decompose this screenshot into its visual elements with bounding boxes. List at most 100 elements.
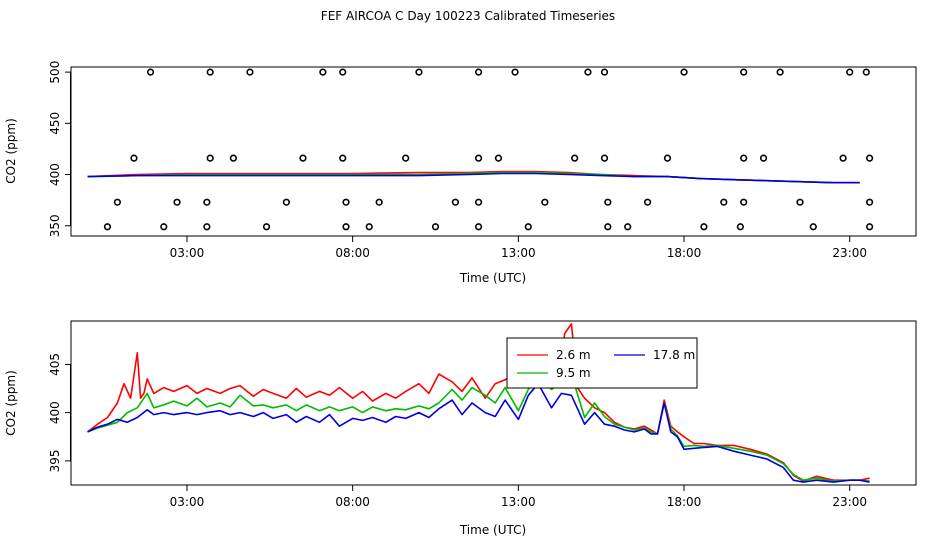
x-tick-label-top: 23:00 (832, 246, 867, 260)
series-line-17-8-m-bottom (87, 382, 870, 483)
x-axis-label-top: Time (UTC) (459, 271, 526, 285)
data-point (339, 154, 347, 162)
legend-label-17-8m: 17.8 m (653, 348, 695, 362)
plot-frame-bottom (70, 320, 917, 486)
legend-box (506, 337, 698, 389)
x-tick-label-top: 13:00 (501, 246, 536, 260)
data-point (474, 68, 483, 76)
data-point (663, 154, 672, 162)
x-tick-label-top: 18:00 (667, 246, 702, 260)
x-tick-label-bottom: 23:00 (832, 495, 867, 509)
data-point (862, 68, 870, 76)
data-point (229, 154, 237, 162)
page-title: FEF AIRCOA C Day 100223 Calibrated Times… (320, 9, 616, 23)
y-tick-label-bottom: 400 (48, 401, 62, 424)
x-tick-label-bottom: 13:00 (501, 495, 536, 509)
data-point (759, 154, 768, 162)
data-point (809, 223, 817, 231)
data-point (206, 68, 214, 76)
data-point (474, 154, 483, 162)
data-point (571, 154, 579, 162)
y-axis-label-top: CO2 (ppm) (4, 118, 18, 184)
data-point (130, 154, 138, 162)
data-point (740, 198, 748, 206)
series-group-bottom (87, 323, 870, 483)
x-tick-label-top: 03:00 (170, 246, 205, 260)
x-axis-bottom: 03:00 08:00 13:00 18:00 23:00 (170, 485, 867, 509)
data-point (431, 223, 440, 231)
data-point (160, 223, 168, 231)
data-point (796, 198, 804, 206)
legend-label-9-5m: 9.5 m (556, 366, 591, 380)
data-point (776, 68, 784, 76)
y-tick-label-bottom: 405 (48, 353, 62, 376)
data-point (415, 68, 423, 76)
data-point (402, 154, 410, 162)
data-point (846, 68, 854, 76)
data-point (365, 223, 373, 231)
x-tick-label-bottom: 03:00 (170, 495, 205, 509)
data-point (203, 223, 211, 231)
data-point (680, 68, 688, 76)
data-point (643, 198, 652, 206)
data-point (113, 198, 121, 206)
data-point (584, 68, 592, 76)
points-group-top (103, 68, 874, 231)
series-line-2-6-m-bottom (87, 323, 870, 482)
data-point (375, 198, 383, 206)
data-point (103, 223, 112, 231)
data-point (604, 198, 612, 206)
y-axis-top: 350 400 450 500 (48, 61, 71, 237)
data-point (604, 223, 612, 231)
data-point (342, 198, 350, 206)
panel-top: 350 400 450 500 03:00 08:00 13:00 18:00 23:00 T… (4, 61, 917, 285)
data-point (203, 198, 211, 206)
y-tick-label-top: 400 (48, 163, 62, 186)
x-axis-top: 03:00 08:00 13:00 18:00 23:00 (170, 236, 867, 260)
y-tick-label-bottom: 395 (48, 449, 62, 472)
data-point (866, 154, 874, 162)
x-tick-label-bottom: 08:00 (335, 495, 370, 509)
data-point (262, 223, 271, 231)
data-point (282, 198, 290, 206)
data-point (451, 198, 459, 206)
y-axis-label-bottom: CO2 (ppm) (4, 370, 18, 436)
data-point (146, 68, 155, 76)
y-tick-label-top: 450 (48, 112, 62, 135)
data-point (524, 223, 532, 231)
data-point (600, 154, 609, 162)
data-point (299, 154, 307, 162)
plot-frame-top (70, 66, 917, 237)
data-point (700, 223, 708, 231)
data-point (624, 223, 632, 231)
data-point (246, 68, 254, 76)
data-point (511, 68, 519, 76)
data-point (736, 223, 744, 231)
series-line-17-8-m-top (87, 172, 860, 184)
data-point (319, 68, 327, 76)
y-tick-label-top: 350 (48, 214, 62, 237)
x-tick-label-bottom: 18:00 (667, 495, 702, 509)
x-axis-label-bottom: Time (UTC) (459, 523, 526, 537)
data-point (342, 223, 350, 231)
data-point (720, 198, 728, 206)
legend-label-2-6m: 2.6 m (556, 348, 591, 362)
data-point (740, 154, 748, 162)
panel-bottom: 395 400 405 03:00 08:00 13:00 18:00 23:00 2.6 … (4, 320, 917, 537)
series-line-9-5-m-bottom (87, 371, 870, 482)
y-tick-label-top: 500 (48, 61, 62, 84)
data-point (339, 68, 347, 76)
data-point (494, 154, 503, 162)
data-point (541, 198, 549, 206)
data-point (474, 198, 483, 206)
x-tick-label-top: 08:00 (335, 246, 370, 260)
data-point (866, 223, 874, 231)
data-point (740, 68, 748, 76)
data-point (866, 198, 874, 206)
data-point (173, 198, 181, 206)
y-axis-bottom: 395 400 405 (48, 353, 71, 472)
data-point (206, 154, 214, 162)
data-point (839, 154, 847, 162)
data-point (600, 68, 609, 76)
